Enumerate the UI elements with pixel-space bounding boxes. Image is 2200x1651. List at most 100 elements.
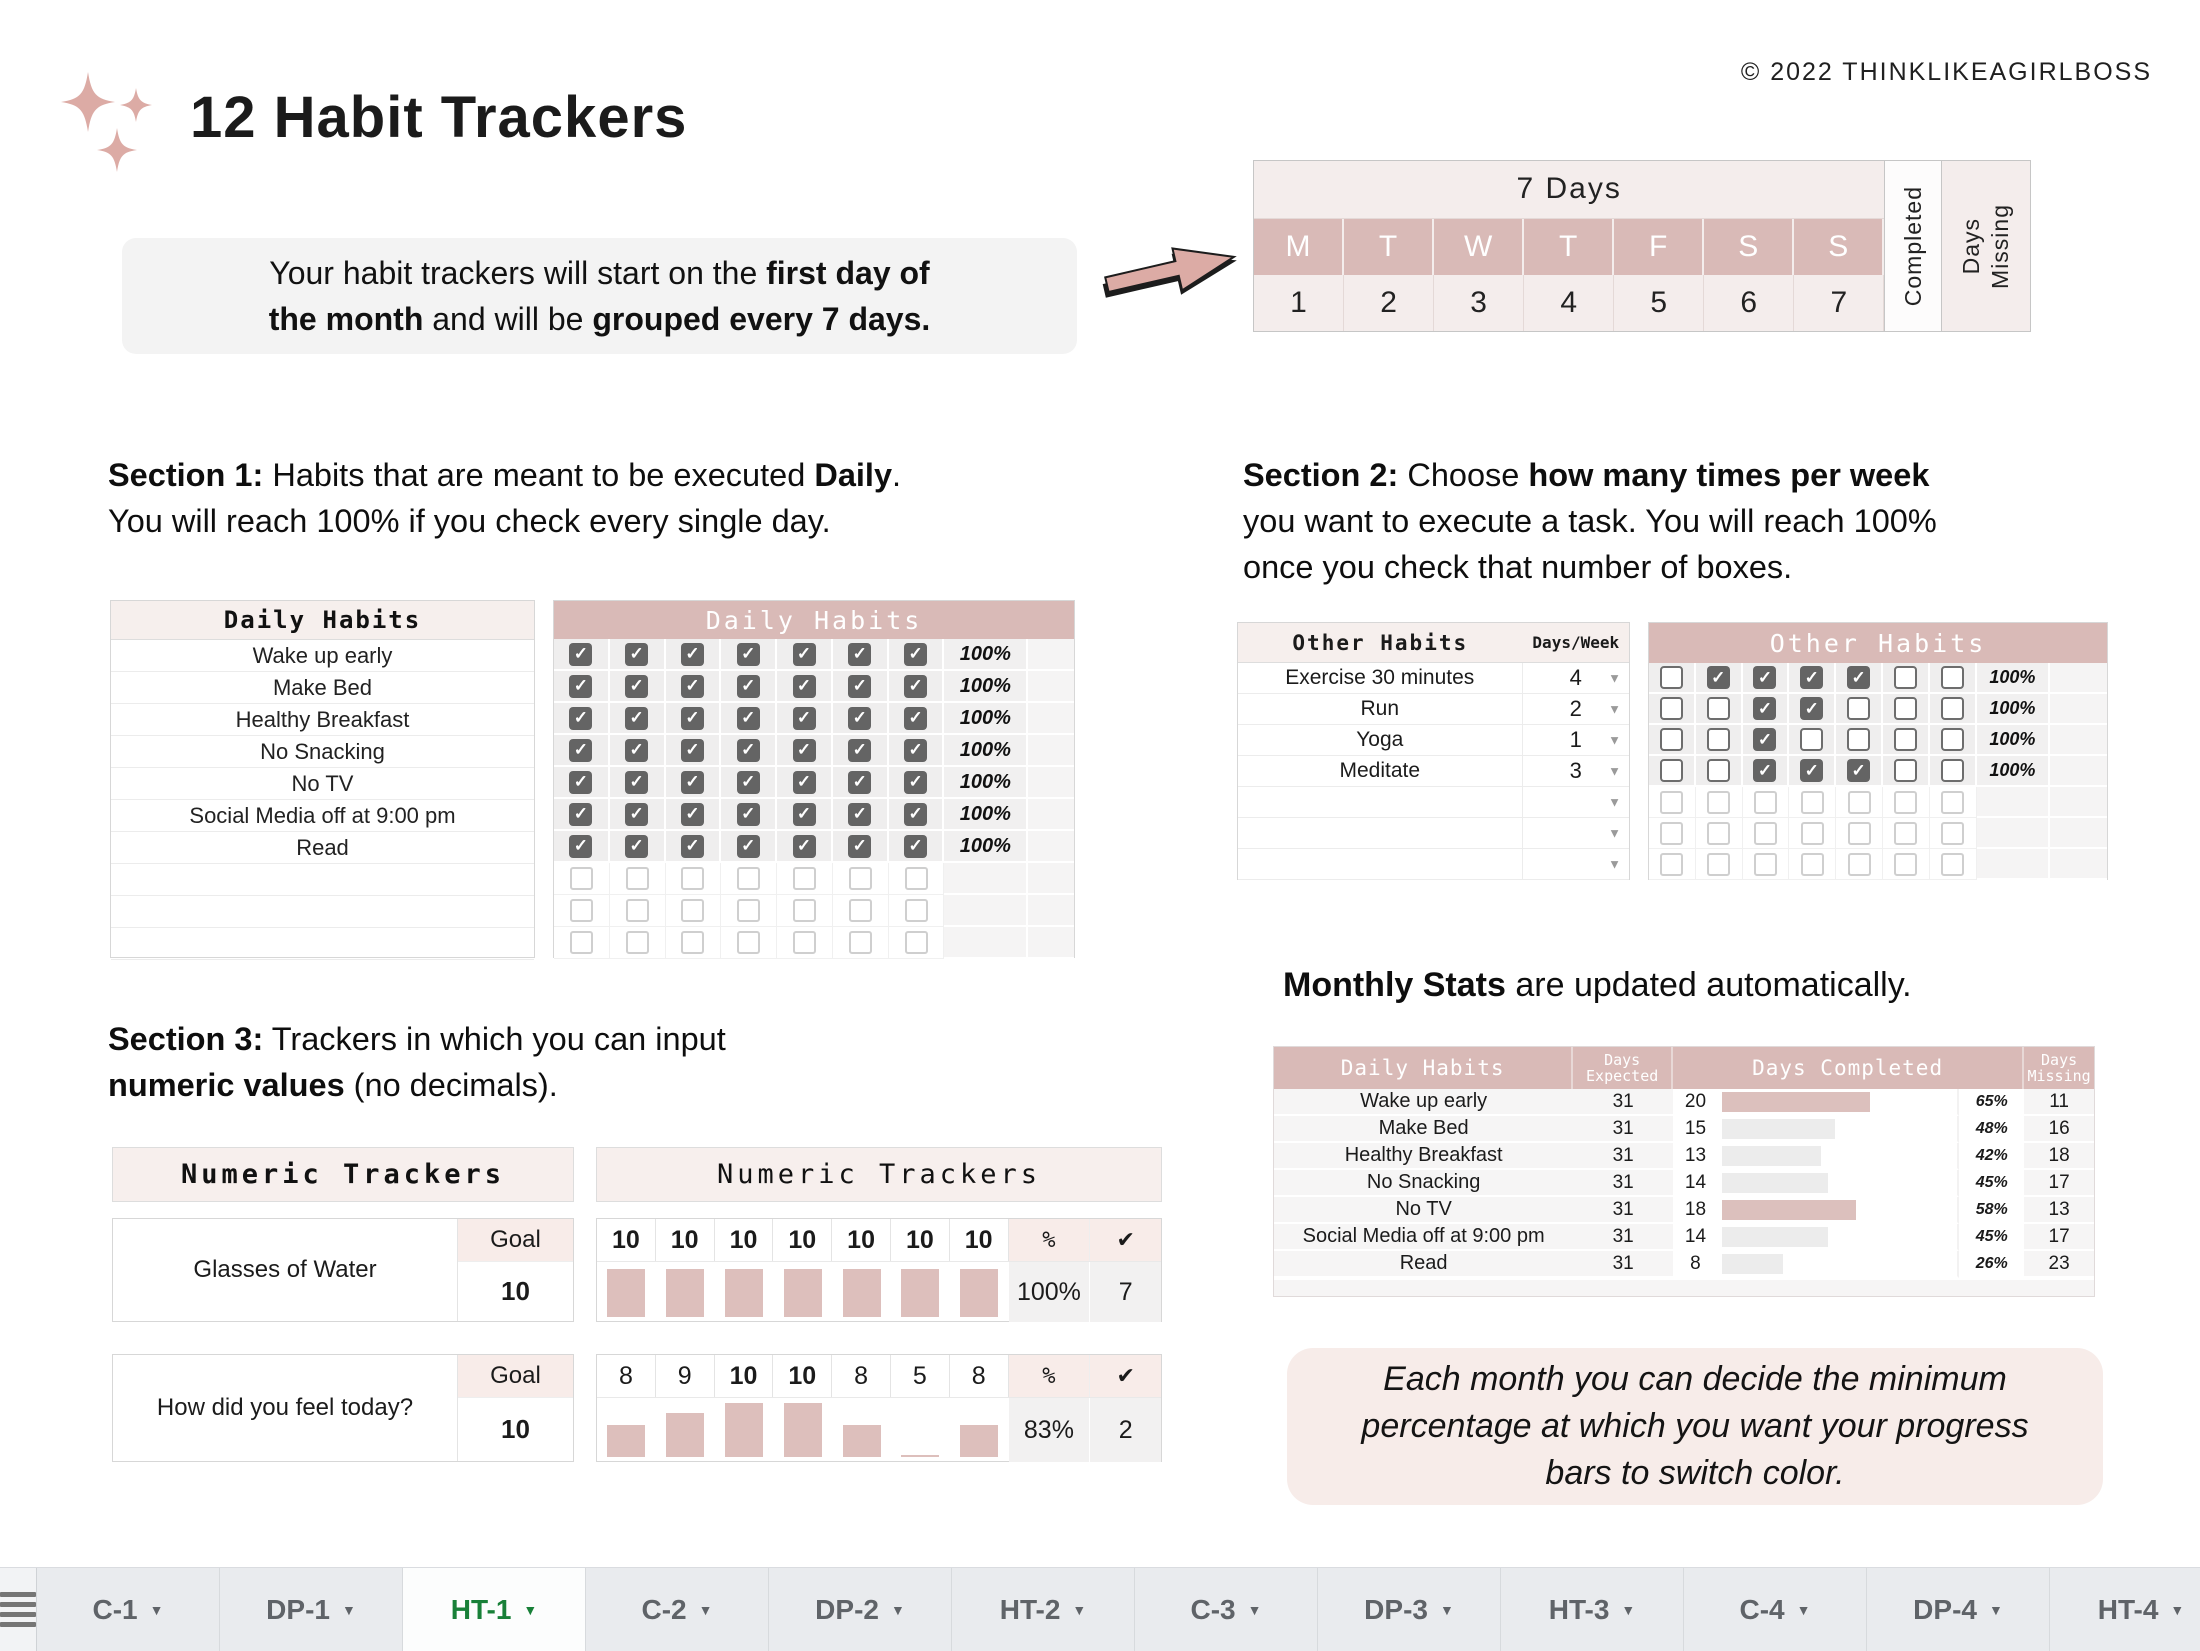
empty-habit-cell[interactable] (111, 864, 534, 896)
goal-value[interactable]: 10 (501, 1276, 530, 1306)
checkbox-checked-icon[interactable]: ✓ (625, 642, 649, 666)
checkbox-checked-icon[interactable]: ✓ (848, 770, 872, 794)
checkbox-unchecked-icon[interactable] (904, 867, 928, 890)
checkbox-unchecked-icon[interactable] (681, 867, 705, 890)
days-per-week-cell[interactable]: 2 ▼ (1569, 696, 1621, 721)
checkbox-checked-icon[interactable]: ✓ (904, 738, 928, 762)
checkbox-unchecked-icon[interactable] (1706, 728, 1730, 751)
checkbox-unchecked-icon[interactable] (1707, 852, 1731, 876)
checkbox-unchecked-icon[interactable] (569, 867, 593, 890)
checkbox-unchecked-icon[interactable] (1940, 666, 1964, 689)
checkbox-unchecked-icon[interactable] (1706, 697, 1730, 720)
checkbox-unchecked-icon[interactable] (1659, 697, 1683, 720)
numeric-value-cell[interactable]: 10 (773, 1219, 833, 1261)
checkbox-unchecked-icon[interactable] (1800, 821, 1824, 845)
checkbox-unchecked-icon[interactable] (625, 867, 649, 890)
habit-name-cell[interactable]: Wake up early (111, 640, 534, 672)
checkbox-unchecked-icon[interactable] (1893, 728, 1917, 751)
checkbox-checked-icon[interactable]: ✓ (680, 674, 704, 698)
checkbox-checked-icon[interactable]: ✓ (680, 738, 704, 762)
empty-habit-cell[interactable] (1238, 818, 1523, 848)
habit-name-cell[interactable]: Make Bed (111, 672, 534, 704)
checkbox-checked-icon[interactable]: ✓ (625, 834, 649, 858)
checkbox-checked-icon[interactable]: ✓ (792, 674, 816, 698)
checkbox-checked-icon[interactable]: ✓ (904, 834, 928, 858)
checkbox-unchecked-icon[interactable] (1753, 852, 1777, 876)
checkbox-unchecked-icon[interactable] (1800, 852, 1824, 876)
checkbox-checked-icon[interactable]: ✓ (569, 802, 593, 826)
days-per-week-cell[interactable]: ▼ (1523, 818, 1629, 848)
numeric-value-cell[interactable]: 10 (715, 1219, 774, 1261)
checkbox-unchecked-icon[interactable] (1753, 790, 1777, 814)
checkbox-unchecked-icon[interactable] (625, 899, 649, 922)
checkbox-unchecked-icon[interactable] (793, 931, 817, 954)
habit-name-cell[interactable]: Yoga (1238, 725, 1523, 755)
sheet-tab-ht-1[interactable]: HT-1 ▼ (403, 1568, 586, 1651)
checkbox-unchecked-icon[interactable] (1940, 697, 1964, 720)
checkbox-unchecked-icon[interactable] (1941, 852, 1965, 876)
empty-habit-cell[interactable] (111, 928, 534, 960)
habit-name-cell[interactable]: Run (1238, 694, 1523, 724)
checkbox-checked-icon[interactable]: ✓ (1753, 728, 1777, 751)
sheet-tab-dp-3[interactable]: DP-3 ▼ (1318, 1568, 1501, 1651)
habit-name-cell[interactable]: Read (111, 832, 534, 864)
habit-name-cell[interactable]: No Snacking (111, 736, 534, 768)
sheet-tab-c-4[interactable]: C-4 ▼ (1684, 1568, 1867, 1651)
empty-habit-cell[interactable] (1238, 849, 1523, 879)
checkbox-checked-icon[interactable]: ✓ (848, 802, 872, 826)
checkbox-checked-icon[interactable]: ✓ (904, 706, 928, 730)
checkbox-unchecked-icon[interactable] (1800, 728, 1824, 751)
checkbox-unchecked-icon[interactable] (793, 899, 817, 922)
habit-name-cell[interactable]: No TV (111, 768, 534, 800)
checkbox-unchecked-icon[interactable] (1847, 790, 1871, 814)
numeric-value-cell[interactable]: 8 (950, 1355, 1009, 1397)
sheet-tab-ht-2[interactable]: HT-2 ▼ (952, 1568, 1135, 1651)
checkbox-checked-icon[interactable]: ✓ (1706, 666, 1730, 689)
checkbox-unchecked-icon[interactable] (681, 931, 705, 954)
checkbox-checked-icon[interactable]: ✓ (736, 642, 760, 666)
checkbox-checked-icon[interactable]: ✓ (848, 674, 872, 698)
checkbox-unchecked-icon[interactable] (1660, 790, 1684, 814)
checkbox-checked-icon[interactable]: ✓ (792, 834, 816, 858)
sheet-tab-dp-4[interactable]: DP-4 ▼ (1867, 1568, 2050, 1651)
checkbox-unchecked-icon[interactable] (1660, 821, 1684, 845)
checkbox-unchecked-icon[interactable] (1894, 790, 1918, 814)
checkbox-unchecked-icon[interactable] (1847, 728, 1871, 751)
checkbox-unchecked-icon[interactable] (1893, 666, 1917, 689)
checkbox-checked-icon[interactable]: ✓ (680, 802, 704, 826)
habit-name-cell[interactable]: Exercise 30 minutes (1238, 663, 1523, 693)
checkbox-checked-icon[interactable]: ✓ (736, 834, 760, 858)
days-per-week-cell[interactable]: ▼ (1523, 787, 1629, 817)
checkbox-checked-icon[interactable]: ✓ (1847, 759, 1871, 782)
days-per-week-cell[interactable]: ▼ (1523, 849, 1629, 879)
sheet-tab-ht-4[interactable]: HT-4 ▼ (2050, 1568, 2200, 1651)
habit-name-cell[interactable]: Healthy Breakfast (111, 704, 534, 736)
numeric-value-cell[interactable]: 5 (891, 1355, 950, 1397)
checkbox-unchecked-icon[interactable] (625, 931, 649, 954)
sheet-tab-ht-3[interactable]: HT-3 ▼ (1501, 1568, 1684, 1651)
checkbox-unchecked-icon[interactable] (1847, 821, 1871, 845)
checkbox-checked-icon[interactable]: ✓ (848, 642, 872, 666)
checkbox-checked-icon[interactable]: ✓ (625, 706, 649, 730)
checkbox-unchecked-icon[interactable] (1893, 759, 1917, 782)
checkbox-checked-icon[interactable]: ✓ (904, 770, 928, 794)
checkbox-checked-icon[interactable]: ✓ (569, 738, 593, 762)
empty-habit-cell[interactable] (111, 896, 534, 928)
checkbox-checked-icon[interactable]: ✓ (1753, 759, 1777, 782)
checkbox-unchecked-icon[interactable] (1707, 821, 1731, 845)
checkbox-unchecked-icon[interactable] (1659, 759, 1683, 782)
checkbox-checked-icon[interactable]: ✓ (736, 770, 760, 794)
checkbox-unchecked-icon[interactable] (737, 931, 761, 954)
checkbox-checked-icon[interactable]: ✓ (736, 802, 760, 826)
sheet-tab-dp-1[interactable]: DP-1 ▼ (220, 1568, 403, 1651)
checkbox-unchecked-icon[interactable] (1893, 697, 1917, 720)
checkbox-checked-icon[interactable]: ✓ (1800, 666, 1824, 689)
numeric-value-cell[interactable]: 9 (656, 1355, 715, 1397)
checkbox-unchecked-icon[interactable] (793, 867, 817, 890)
checkbox-unchecked-icon[interactable] (737, 899, 761, 922)
days-per-week-cell[interactable]: 3 ▼ (1569, 758, 1621, 783)
checkbox-unchecked-icon[interactable] (1941, 790, 1965, 814)
checkbox-checked-icon[interactable]: ✓ (736, 706, 760, 730)
numeric-value-cell[interactable]: 10 (715, 1355, 774, 1397)
checkbox-unchecked-icon[interactable] (1659, 728, 1683, 751)
